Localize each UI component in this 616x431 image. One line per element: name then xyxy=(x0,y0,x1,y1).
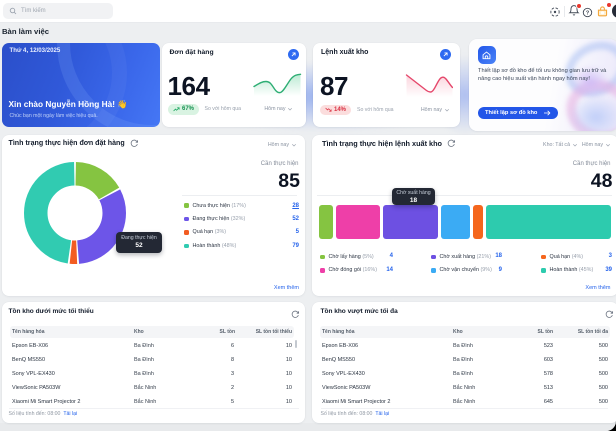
svg-text:?: ? xyxy=(586,10,590,16)
